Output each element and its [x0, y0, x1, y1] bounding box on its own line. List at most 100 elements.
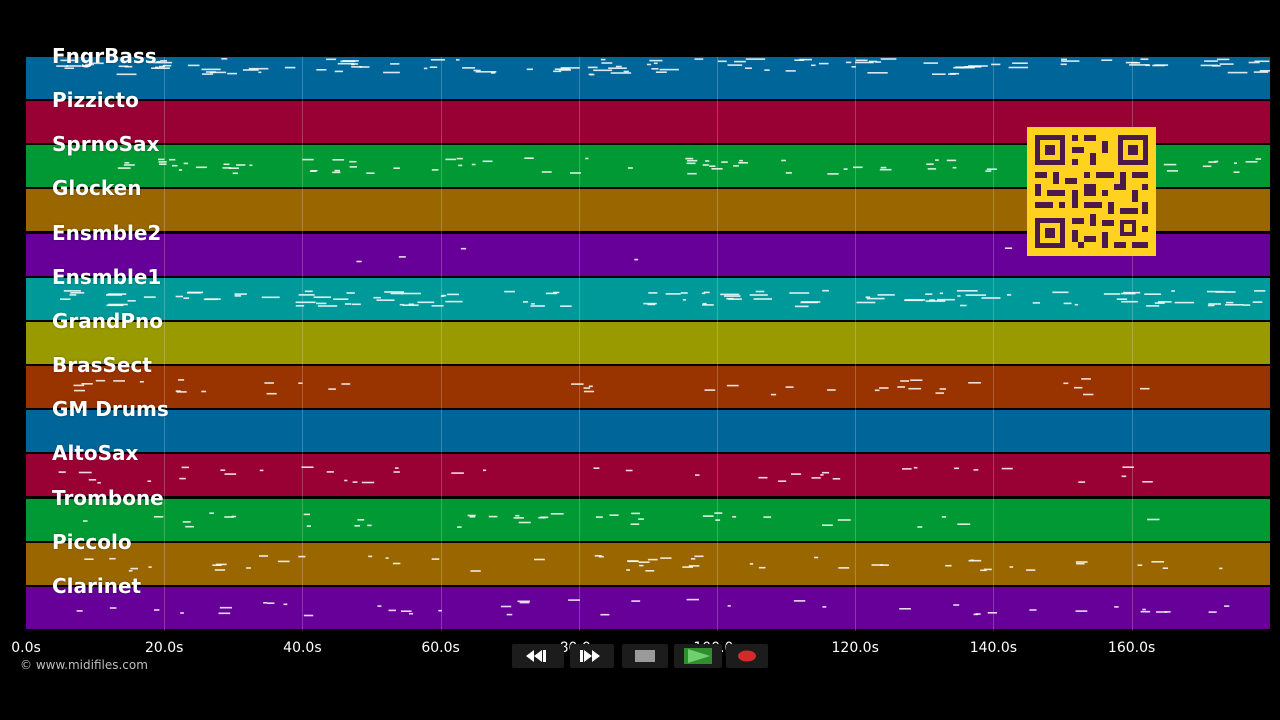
gridline [717, 57, 718, 631]
note-mark [232, 172, 238, 175]
note-mark [160, 60, 167, 62]
note-mark [643, 302, 657, 305]
note-mark [686, 598, 699, 601]
note-mark [334, 169, 340, 172]
note-mark [702, 304, 714, 306]
note-mark [1129, 64, 1150, 66]
track-label: Ensmble1 [52, 264, 162, 289]
note-mark [1254, 290, 1266, 292]
note-mark [401, 292, 421, 295]
note-mark [956, 290, 978, 292]
note-mark [295, 305, 305, 307]
time-tick-label: 40.0s [283, 640, 322, 656]
note-mark [456, 157, 463, 160]
gridline [855, 57, 857, 631]
note-mark [957, 523, 971, 525]
note-mark [827, 389, 836, 391]
note-mark [917, 526, 923, 528]
note-mark [1215, 291, 1236, 293]
note-mark [811, 64, 816, 67]
note-mark [1163, 163, 1177, 166]
note-mark [513, 517, 524, 519]
note-mark [109, 557, 116, 560]
note-mark [130, 567, 138, 570]
note-mark [303, 614, 314, 617]
note-mark [221, 58, 228, 60]
note-mark [304, 290, 313, 293]
note-mark [560, 305, 572, 307]
note-mark [1114, 606, 1119, 608]
note-mark [1116, 298, 1128, 300]
note-mark [1166, 170, 1178, 172]
note-mark [530, 305, 545, 307]
note-mark [973, 469, 979, 471]
note-mark [1052, 291, 1069, 294]
note-mark [373, 296, 381, 299]
note-mark [939, 388, 947, 390]
note-mark [655, 71, 667, 73]
note-mark [913, 466, 918, 469]
note-mark [344, 303, 352, 305]
stop-button[interactable] [622, 644, 668, 668]
note-mark [1248, 61, 1260, 64]
note-mark [1121, 300, 1138, 303]
note-mark [349, 166, 357, 168]
rewind-button[interactable] [512, 644, 564, 668]
note-mark [534, 558, 545, 561]
note-mark [367, 524, 372, 527]
note-mark [310, 170, 318, 172]
note-mark [1259, 70, 1270, 72]
note-mark [785, 172, 792, 174]
fast-forward-button[interactable] [570, 644, 614, 668]
note-mark [179, 477, 186, 480]
note-mark [295, 301, 316, 304]
note-mark [1061, 58, 1067, 61]
note-mark [298, 294, 315, 296]
note-mark [811, 477, 821, 479]
note-mark [431, 558, 440, 560]
note-mark [266, 392, 277, 395]
note-mark [313, 296, 331, 298]
note-mark [162, 64, 172, 67]
track-label: FngrBass [52, 44, 157, 68]
note-mark [594, 555, 602, 557]
note-mark [749, 294, 768, 296]
track-lane [26, 321, 1270, 364]
note-mark [727, 64, 743, 66]
track-lane [26, 586, 1270, 629]
note-mark [248, 67, 269, 70]
note-mark [953, 604, 960, 606]
note-mark [968, 382, 981, 384]
note-mark [832, 478, 841, 480]
note-mark [471, 163, 476, 166]
note-mark [156, 61, 161, 63]
note-mark [394, 467, 399, 469]
note-mark [1234, 162, 1237, 164]
note-mark [856, 301, 876, 304]
note-mark [871, 564, 883, 566]
note-mark [462, 67, 476, 69]
note-mark [623, 70, 629, 73]
note-mark [588, 73, 594, 76]
track-label: SprnoSax [52, 132, 160, 157]
note-mark [694, 58, 704, 60]
note-mark [366, 172, 375, 174]
note-mark [242, 69, 259, 71]
note-mark [113, 380, 125, 382]
note-mark [1144, 293, 1162, 295]
note-mark [1164, 611, 1171, 613]
note-mark [326, 471, 334, 473]
note-mark [1255, 158, 1262, 160]
play-icon [684, 648, 712, 664]
note-mark [686, 162, 696, 165]
note-mark [845, 61, 852, 64]
note-mark [458, 164, 463, 167]
note-mark [733, 165, 739, 167]
note-mark [879, 168, 892, 171]
note-mark [968, 559, 982, 562]
record-button[interactable] [726, 644, 768, 668]
note-mark [354, 525, 360, 527]
play-button[interactable] [674, 644, 722, 668]
note-mark [827, 173, 839, 175]
note-mark [356, 260, 362, 263]
